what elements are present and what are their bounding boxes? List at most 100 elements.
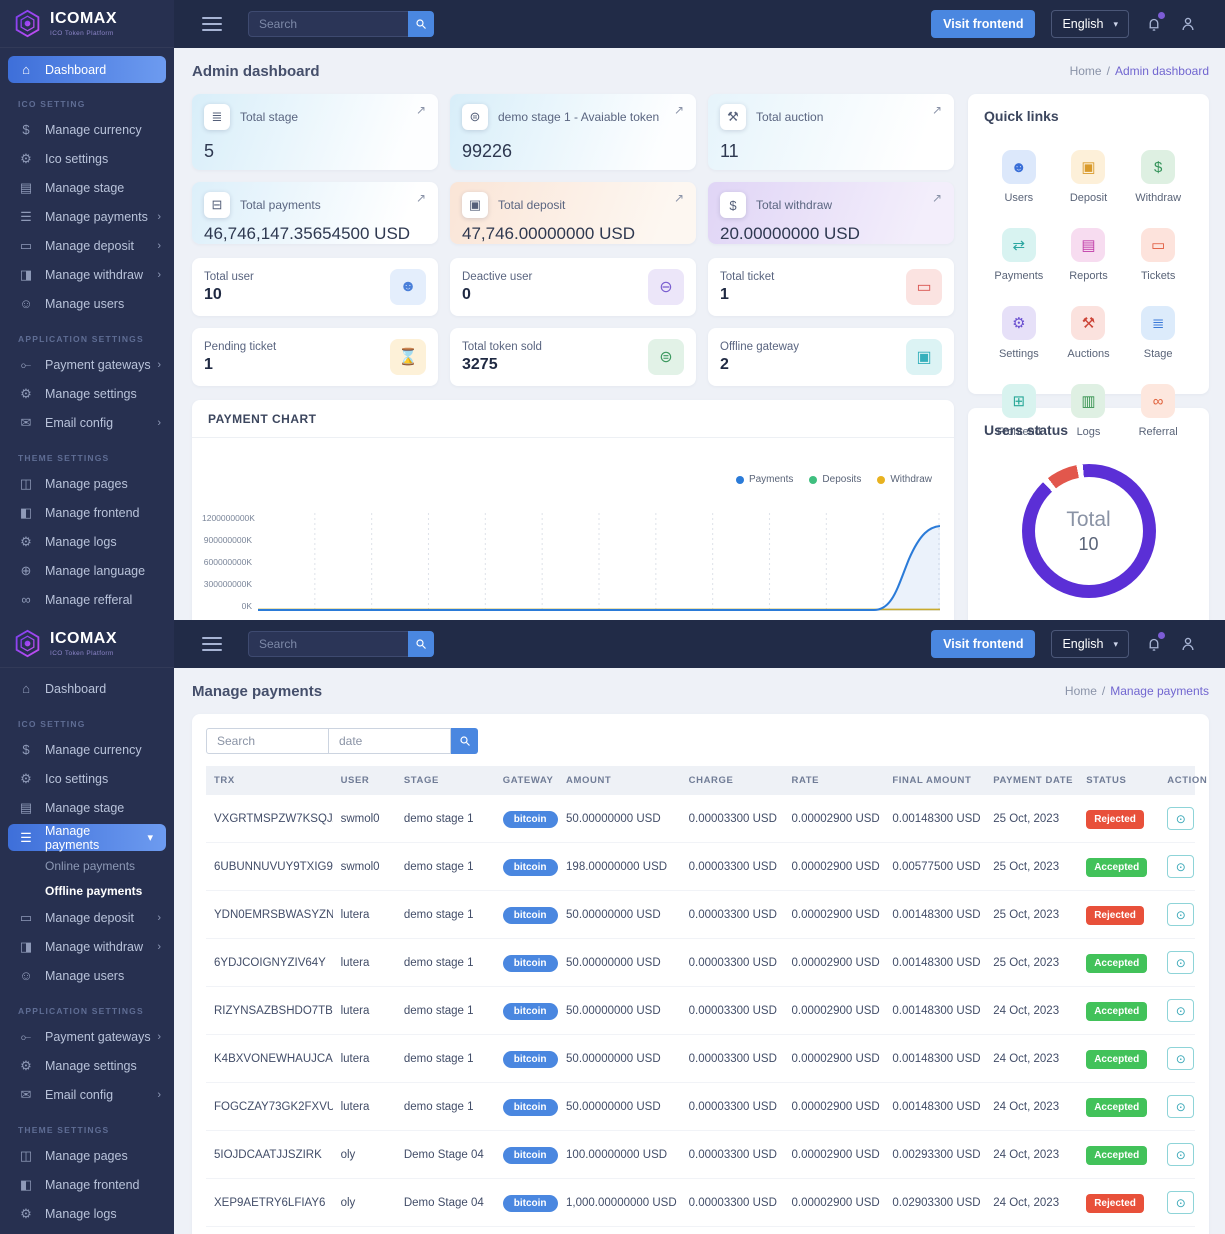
- sidebar-item-ico-settings[interactable]: ⚙ Ico settings: [0, 144, 174, 173]
- expand-arrow-icon[interactable]: ↗: [415, 191, 426, 205]
- sidebar-item-dashboard[interactable]: ⌂ Dashboard: [0, 674, 174, 703]
- search-input[interactable]: [248, 631, 408, 657]
- hamburger-menu-icon[interactable]: [202, 17, 222, 31]
- quick-link-referral[interactable]: ∞ Referral: [1123, 384, 1193, 438]
- column-header[interactable]: RATE: [783, 766, 885, 795]
- view-details-button[interactable]: ⊙: [1167, 1191, 1195, 1214]
- sidebar-item-manage-stage[interactable]: ▤ Manage stage: [19, 179, 125, 195]
- search-button[interactable]: [408, 631, 434, 657]
- language-select[interactable]: English ▾: [1051, 10, 1129, 38]
- expand-arrow-icon[interactable]: ↗: [931, 191, 942, 205]
- brand-logo[interactable]: ICOMAX ICO Token Platform: [0, 620, 174, 668]
- search-button[interactable]: [408, 11, 434, 37]
- language-select[interactable]: English ▾: [1051, 630, 1129, 658]
- quick-link-frontend[interactable]: ⊞ Frontend: [984, 384, 1054, 438]
- column-header[interactable]: USER: [332, 766, 396, 795]
- expand-arrow-icon[interactable]: ↗: [931, 103, 942, 117]
- column-header[interactable]: AMOUNT: [558, 766, 681, 795]
- column-header[interactable]: TRX: [206, 766, 333, 795]
- column-header[interactable]: GATEWAY: [494, 766, 559, 795]
- table-row: K4BXVONEWHAUJCAU lutera demo stage 1 bit…: [206, 1034, 1195, 1083]
- expand-arrow-icon[interactable]: ↗: [673, 103, 684, 117]
- sidebar-item-manage-payments[interactable]: ☰ Manage payments ▾: [8, 824, 166, 852]
- sidebar-item-manage-deposit[interactable]: ▭ Manage deposit ›: [19, 909, 161, 925]
- quick-link-withdraw[interactable]: $ Withdraw: [1123, 150, 1193, 204]
- user-avatar[interactable]: [1179, 15, 1197, 33]
- view-details-button[interactable]: ⊙: [1167, 855, 1195, 878]
- quick-link-reports[interactable]: ▤ Reports: [1054, 228, 1124, 282]
- view-details-button[interactable]: ⊙: [1167, 1095, 1195, 1118]
- sidebar-item-manage-payments[interactable]: ☰ Manage payments ›: [0, 202, 174, 231]
- column-header[interactable]: STATUS: [1078, 766, 1160, 795]
- sidebar-item-payment-gateways[interactable]: ⟜ Payment gateways ›: [0, 1022, 174, 1051]
- sidebar-item-manage-frontend[interactable]: ◧ Manage frontend: [19, 1176, 140, 1192]
- sidebar-item-manage-withdraw[interactable]: ◨ Manage withdraw ›: [19, 266, 161, 282]
- view-details-button[interactable]: ⊙: [1167, 1143, 1195, 1166]
- sidebar-item-manage-settings[interactable]: ⚙ Manage settings: [0, 1051, 174, 1080]
- table-search-input[interactable]: [206, 728, 329, 754]
- sidebar-subitem-online-payments[interactable]: Online payments: [45, 858, 136, 873]
- view-details-button[interactable]: ⊙: [1167, 951, 1195, 974]
- expand-arrow-icon[interactable]: ↗: [673, 191, 684, 205]
- sidebar-subitem-offline-payments[interactable]: Offline payments: [45, 883, 143, 898]
- column-header[interactable]: FINAL AMOUNT: [884, 766, 986, 795]
- quick-link-users[interactable]: ☻ Users: [984, 150, 1054, 204]
- sidebar-item-manage-currency[interactable]: $ Manage currency: [0, 735, 174, 764]
- sidebar-item-email-config[interactable]: ✉ Email config ›: [0, 408, 174, 437]
- view-details-button[interactable]: ⊙: [1167, 807, 1195, 830]
- expand-arrow-icon[interactable]: ↗: [415, 103, 426, 117]
- quick-link-settings[interactable]: ⚙ Settings: [984, 306, 1054, 360]
- sidebar-item-manage-logs[interactable]: ⚙ Manage logs: [0, 527, 174, 556]
- sidebar-item-email-config[interactable]: ✉ Email config ›: [0, 1080, 174, 1109]
- legend-item[interactable]: Deposits: [809, 474, 861, 485]
- cell-charge: 0.00003300 USD: [680, 938, 784, 987]
- user-avatar[interactable]: [1179, 635, 1197, 653]
- breadcrumb-home[interactable]: Home: [1064, 684, 1097, 698]
- stat-card-total-withdraw: $ Total withdraw ↗ 20.00000000 USD: [708, 182, 954, 244]
- column-header[interactable]: CHARGE: [680, 766, 784, 795]
- brand-logo[interactable]: ICOMAX ICO Token Platform: [0, 0, 174, 48]
- visit-frontend-button[interactable]: Visit frontend: [931, 10, 1036, 38]
- legend-item[interactable]: Payments: [735, 474, 793, 485]
- legend-item[interactable]: Withdraw: [877, 474, 932, 485]
- sidebar-item-dashboard[interactable]: ⌂ Dashboard: [8, 56, 166, 83]
- search-input[interactable]: [248, 11, 408, 37]
- sidebar-item-manage-pages[interactable]: ◫ Manage pages: [19, 1147, 128, 1163]
- sidebar-item-manage-currency[interactable]: $ Manage currency: [0, 115, 174, 144]
- sidebar-item-manage-language[interactable]: ⊕Manage language: [0, 1228, 174, 1234]
- quick-link-payments[interactable]: ⇄ Payments: [984, 228, 1054, 282]
- quick-link-logs[interactable]: ▥ Logs: [1054, 384, 1124, 438]
- quick-link-deposit[interactable]: ▣ Deposit: [1054, 150, 1124, 204]
- sidebar-item-manage-frontend[interactable]: ◧ Manage frontend: [19, 504, 140, 520]
- column-header[interactable]: ACTION: [1159, 766, 1207, 795]
- notifications-bell[interactable]: [1145, 632, 1165, 653]
- column-header[interactable]: STAGE: [395, 766, 495, 795]
- filter-search-button[interactable]: [451, 728, 478, 754]
- sidebar-item-manage-users[interactable]: ☺ Manage users: [19, 296, 125, 311]
- view-details-button[interactable]: ⊙: [1167, 999, 1195, 1022]
- date-filter-input[interactable]: [329, 728, 451, 754]
- sidebar-item-manage-stage[interactable]: ▤ Manage stage: [19, 799, 125, 815]
- quick-link-auctions[interactable]: ⚒ Auctions: [1054, 306, 1124, 360]
- quick-link-tickets[interactable]: ▭ Tickets: [1123, 228, 1193, 282]
- notifications-bell[interactable]: [1145, 12, 1165, 33]
- sidebar-item-manage-refferal[interactable]: ∞ Manage refferal: [0, 585, 174, 614]
- sidebar-item-manage-language[interactable]: ⊕Manage language: [0, 556, 174, 585]
- sidebar-item-manage-deposit[interactable]: ▭ Manage deposit ›: [19, 237, 161, 253]
- view-details-button[interactable]: ⊙: [1167, 903, 1195, 926]
- stat-value: 99226: [462, 141, 513, 161]
- sidebar-item-manage-pages[interactable]: ◫ Manage pages: [19, 475, 128, 491]
- sidebar-item-manage-users[interactable]: ☺ Manage users: [19, 968, 125, 983]
- sidebar-item-manage-settings[interactable]: ⚙ Manage settings: [0, 379, 174, 408]
- hamburger-menu-icon[interactable]: [202, 637, 222, 651]
- sidebar-item-manage-logs[interactable]: ⚙ Manage logs: [0, 1199, 174, 1228]
- breadcrumb-home[interactable]: Home: [1069, 64, 1102, 78]
- view-details-button[interactable]: ⊙: [1167, 1047, 1195, 1070]
- sidebar-item-manage-withdraw[interactable]: ◨ Manage withdraw ›: [19, 938, 161, 954]
- visit-frontend-button[interactable]: Visit frontend: [931, 630, 1036, 658]
- sidebar-item-ico-settings[interactable]: ⚙ Ico settings: [0, 764, 174, 793]
- sidebar-item-payment-gateways[interactable]: ⟜ Payment gateways ›: [0, 350, 174, 379]
- quick-link-stage[interactable]: ≣ Stage: [1123, 306, 1193, 360]
- column-header[interactable]: PAYMENT DATE: [985, 766, 1079, 795]
- stat-card-total-auction: ⚒ Total auction ↗ 11: [708, 94, 954, 170]
